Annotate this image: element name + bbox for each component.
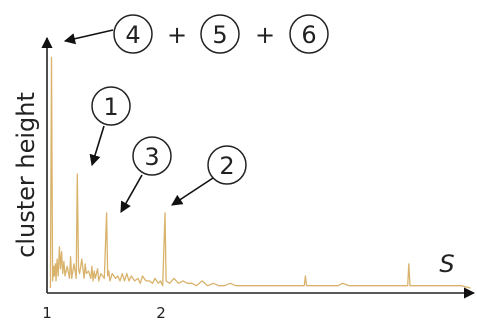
annotation-3: 3 (120, 136, 172, 213)
x-tick-label-1: 1 (42, 304, 52, 322)
annotation-2: 2 (171, 145, 247, 206)
annotation-plus-1: + (167, 21, 187, 49)
annotation-arrow-4-5-6 (63, 29, 114, 45)
annotation-plus-2: + (255, 21, 275, 49)
annotation-label-5: 5 (212, 21, 227, 49)
x-axis-label: S (439, 250, 454, 278)
annotation-circle-5 (200, 14, 240, 54)
annotation-arrow-2 (171, 177, 214, 206)
annotation-label-3: 3 (144, 143, 159, 171)
annotation-circle-1 (91, 86, 131, 126)
annotation-label-1: 1 (103, 93, 118, 121)
annotation-circle-4 (113, 14, 153, 54)
series-line (49, 56, 471, 289)
annotation-label-6: 6 (301, 21, 316, 49)
annotation-4-5-6: 4 + 5 + 6 (63, 14, 329, 54)
annotation-circle-2 (207, 145, 247, 185)
annotation-label-2: 2 (219, 152, 234, 180)
annotation-arrow-3 (120, 174, 143, 213)
annotation-circle-3 (132, 136, 172, 176)
annotation-arrow-1 (89, 125, 105, 167)
y-axis-label: cluster height (12, 92, 40, 258)
x-tick-label-2: 2 (156, 304, 166, 322)
annotation-1: 1 (89, 86, 131, 167)
annotation-circle-6 (289, 14, 329, 54)
annotation-label-4: 4 (125, 21, 140, 49)
